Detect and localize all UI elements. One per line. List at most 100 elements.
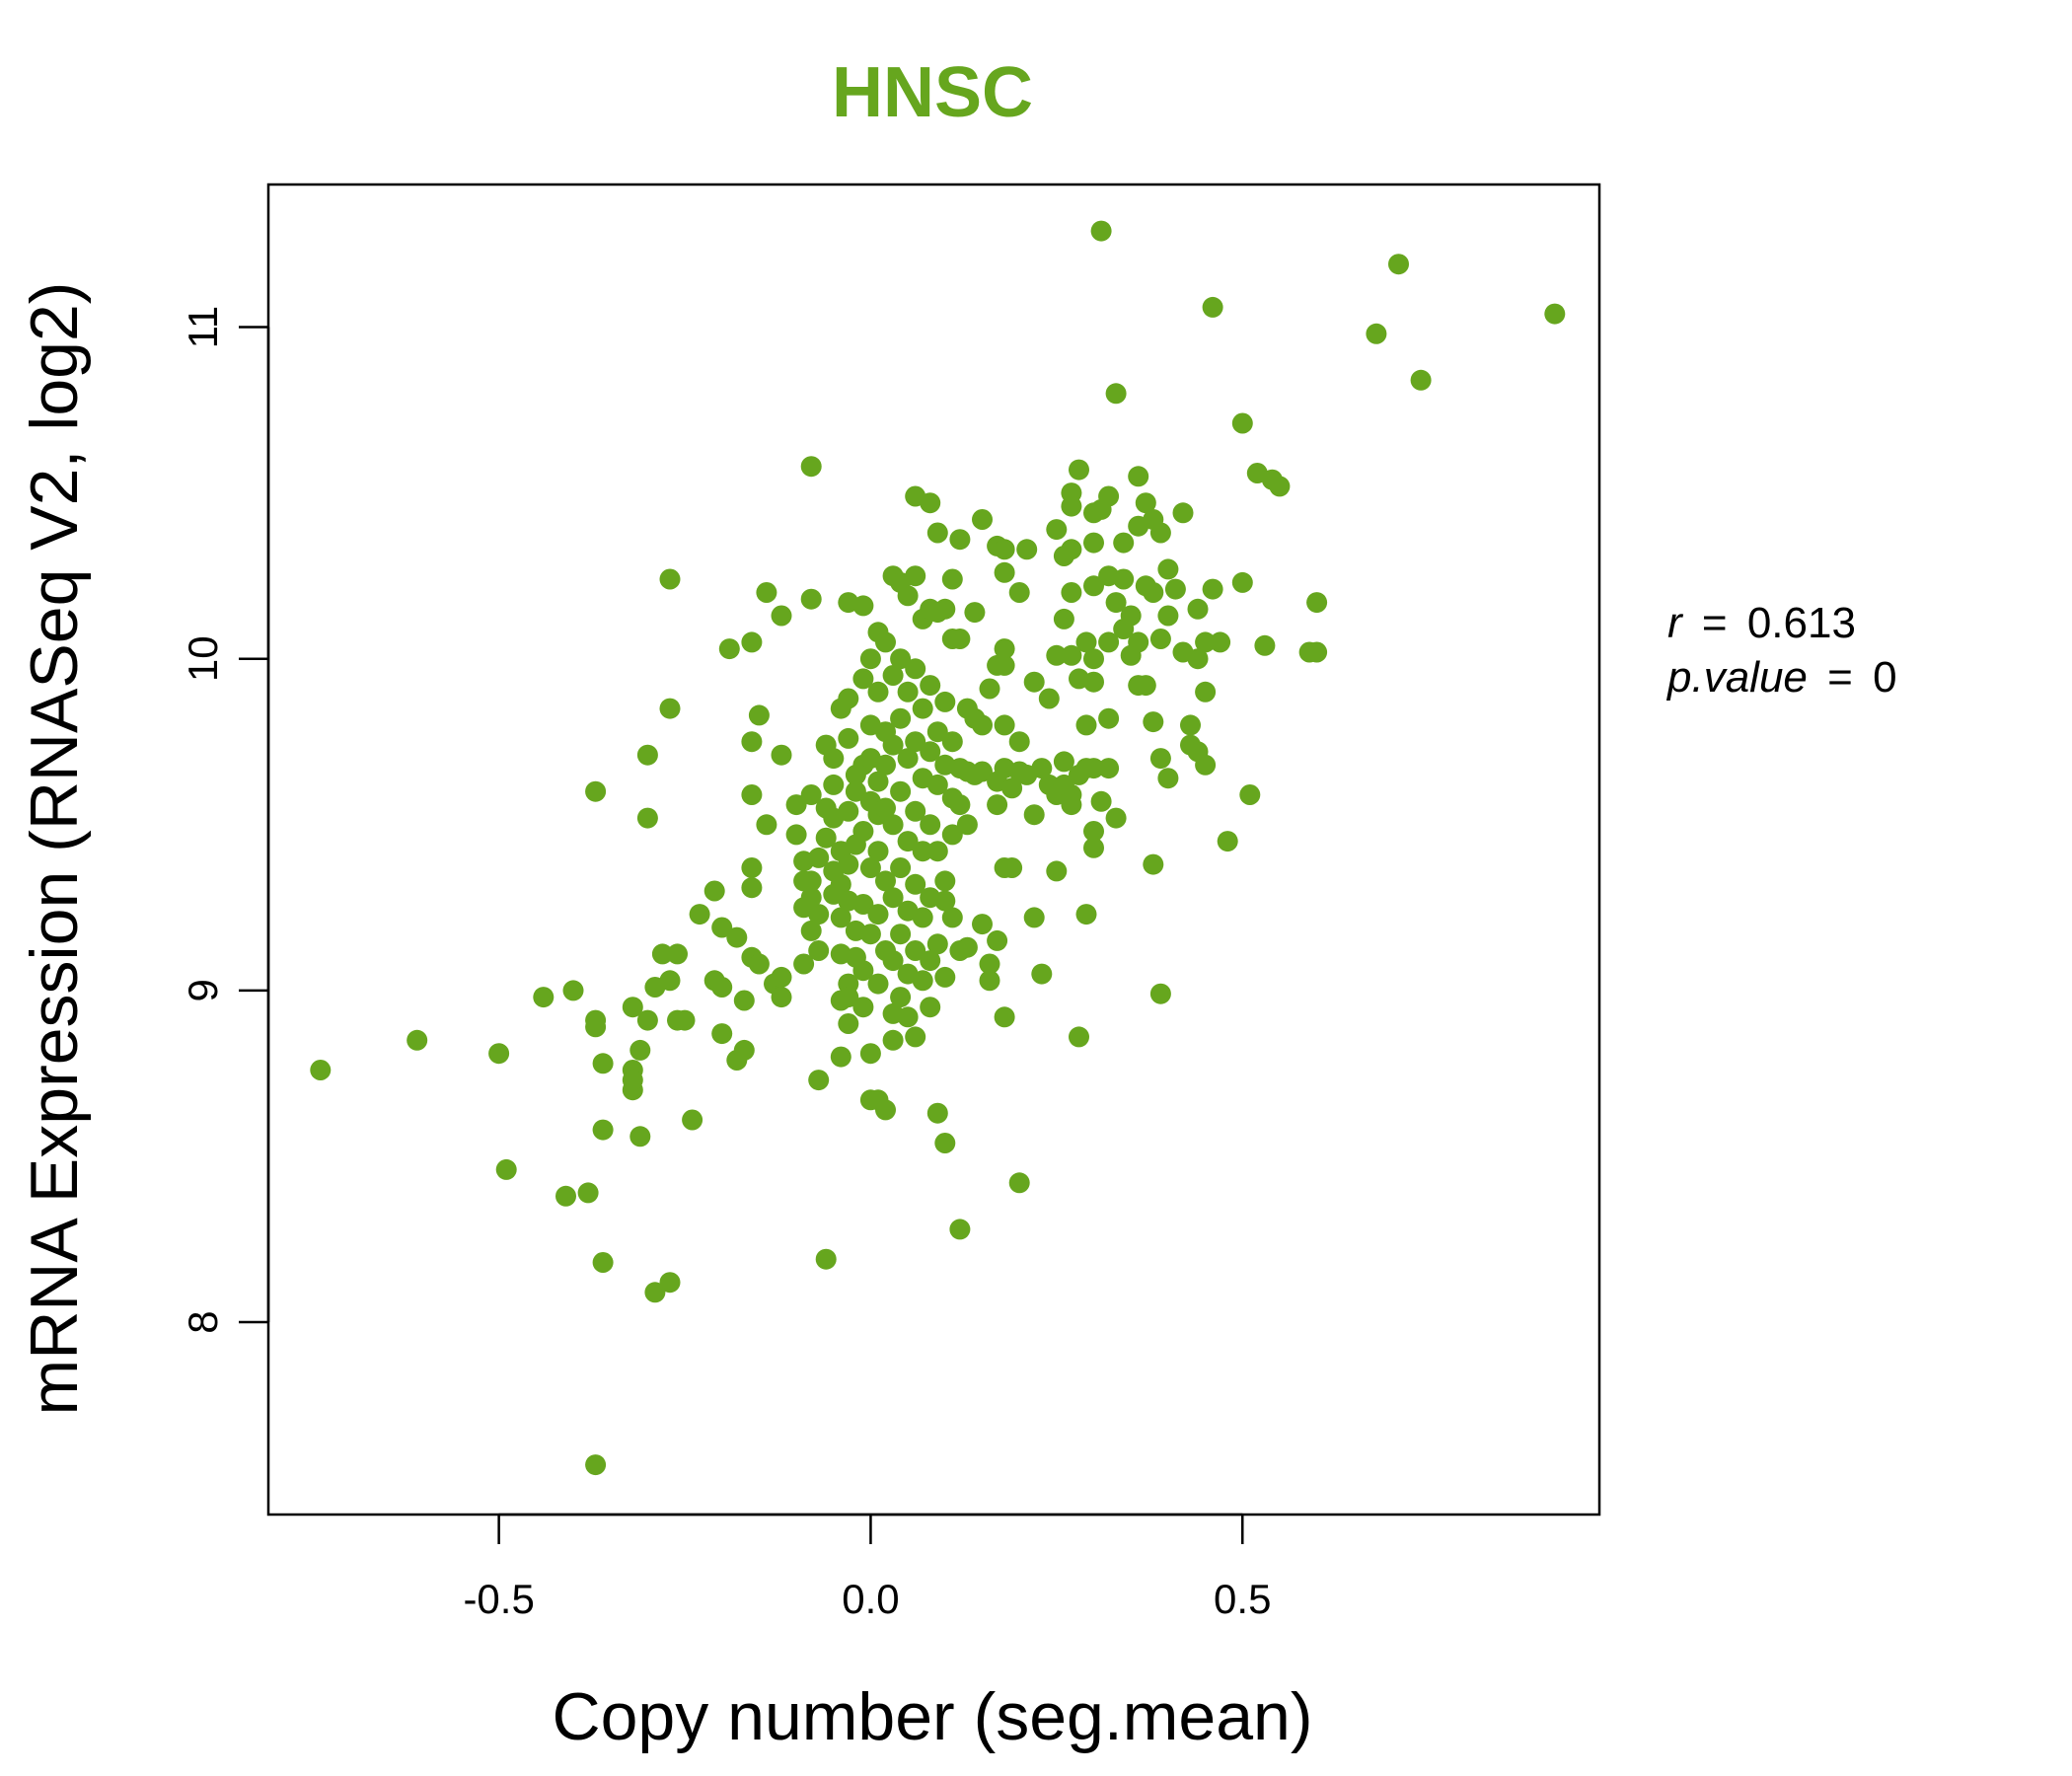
data-point [1061, 539, 1082, 560]
data-point [1135, 675, 1156, 697]
data-point [1090, 790, 1112, 812]
data-point [800, 588, 822, 610]
data-point [815, 1248, 837, 1270]
data-point [659, 698, 681, 719]
data-point [941, 731, 963, 753]
data-point [1069, 459, 1089, 481]
data-point [1061, 644, 1082, 666]
y-tick-label: 11 [180, 306, 226, 349]
data-point [1306, 592, 1328, 614]
data-point [1008, 582, 1030, 603]
data-point [1075, 904, 1097, 925]
data-point [941, 907, 963, 928]
data-point [994, 638, 1015, 660]
data-point [622, 997, 643, 1018]
data-point [838, 987, 859, 1008]
data-point [726, 926, 748, 948]
data-point [926, 522, 948, 544]
data-point [1157, 558, 1179, 580]
data-point [644, 1282, 666, 1303]
data-point [1143, 853, 1164, 875]
data-point [741, 877, 763, 899]
data-point [838, 853, 859, 875]
r-value: 0.613 [1747, 599, 1856, 647]
data-point [972, 761, 993, 782]
data-point [495, 1158, 517, 1180]
data-point [1098, 485, 1120, 507]
data-point [859, 648, 881, 670]
data-point [905, 873, 926, 895]
data-point [823, 774, 845, 795]
data-point [1083, 671, 1104, 693]
x-axis: -0.5 0.0 0.5 [463, 1513, 1271, 1622]
data-point [979, 953, 1000, 975]
data-point [912, 970, 933, 992]
data-point [585, 780, 607, 802]
data-point [1143, 711, 1164, 733]
data-point [748, 704, 770, 726]
data-point [800, 784, 822, 805]
data-point [1046, 860, 1068, 882]
data-point [636, 1009, 658, 1031]
data-point [905, 800, 926, 822]
data-point [852, 894, 874, 915]
data-point [920, 997, 941, 1018]
data-point [1023, 907, 1045, 928]
data-point [972, 509, 993, 530]
data-point [1231, 412, 1253, 434]
data-point [920, 492, 941, 514]
data-point [577, 1182, 599, 1204]
data-point [1195, 681, 1217, 703]
data-point [555, 1185, 576, 1207]
data-point [949, 529, 971, 551]
data-point [741, 784, 763, 805]
data-point [1217, 831, 1238, 852]
data-point [1083, 758, 1104, 779]
data-point [1544, 303, 1566, 325]
data-point [585, 1454, 607, 1476]
data-point [994, 654, 1015, 676]
data-point [882, 734, 904, 756]
data-point [905, 565, 926, 587]
data-point [1061, 495, 1082, 517]
data-point [785, 794, 807, 816]
data-point [934, 966, 956, 988]
data-point [875, 1099, 896, 1121]
data-point [622, 1070, 643, 1091]
data-point [1113, 532, 1135, 554]
data-point [1098, 707, 1120, 729]
data-point [905, 1026, 926, 1048]
data-point [1008, 731, 1030, 753]
data-point [1187, 598, 1209, 620]
data-point [890, 780, 912, 802]
data-point [1388, 254, 1409, 275]
data-point [756, 582, 777, 603]
data-point [890, 857, 912, 878]
data-point [852, 997, 874, 1018]
data-point [972, 914, 993, 935]
data-point [1046, 644, 1068, 666]
data-point [1105, 383, 1127, 405]
data-point [845, 780, 866, 802]
data-point [718, 638, 740, 660]
data-point [890, 707, 912, 729]
data-point [897, 681, 919, 703]
data-point [771, 966, 792, 988]
data-point [733, 1039, 755, 1061]
data-point [867, 841, 889, 862]
data-point [897, 1006, 919, 1028]
data-point [800, 456, 822, 478]
correlation-stat: r = 0.613 [1667, 599, 1856, 647]
data-point [897, 585, 919, 607]
data-point [800, 920, 822, 941]
data-point [1038, 688, 1060, 709]
data-point [1210, 631, 1231, 653]
data-point [1128, 631, 1149, 653]
data-point [890, 924, 912, 945]
data-point [979, 678, 1000, 700]
data-point [1075, 631, 1097, 653]
data-point [934, 1133, 956, 1153]
data-point [1061, 794, 1082, 816]
data-point [659, 970, 681, 992]
r-equals: = [1702, 599, 1728, 647]
